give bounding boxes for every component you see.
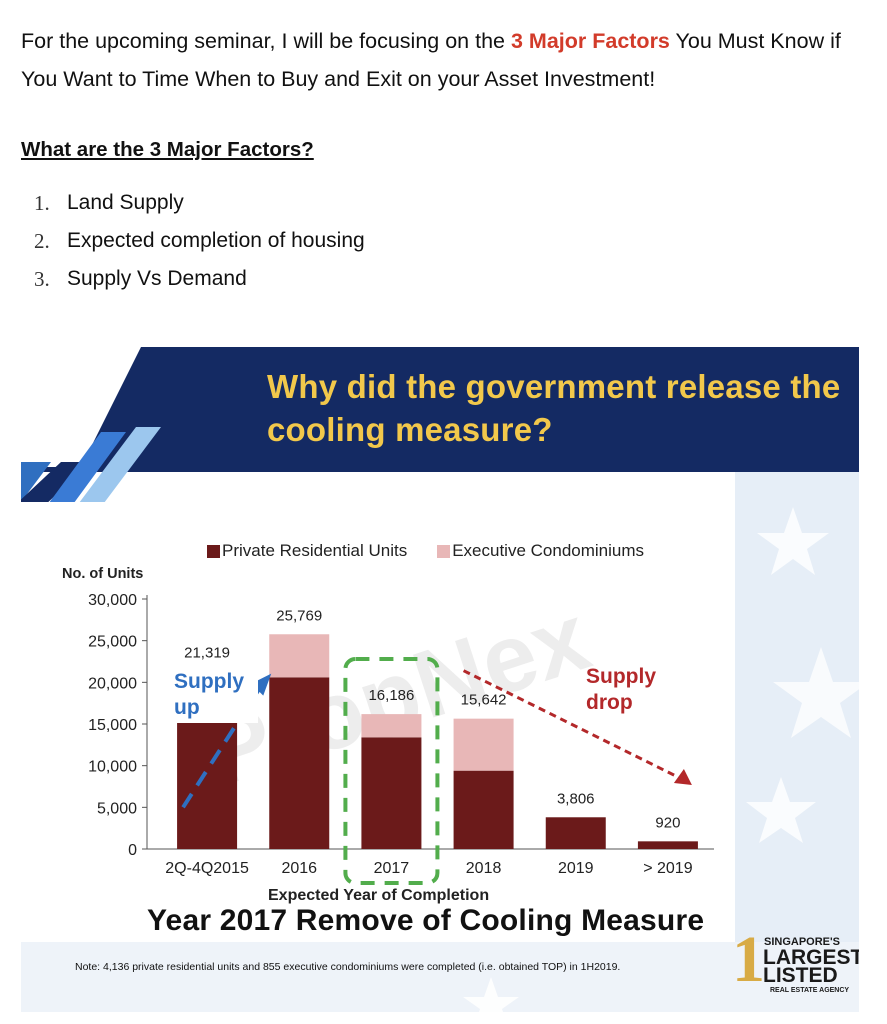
x-tick-label-2: 2017 (374, 860, 410, 877)
supply-drop-annotation: Supply drop (586, 664, 656, 716)
legend-label: Private Residential Units (222, 541, 408, 560)
chart-slide: Why did the government release the cooli… (21, 347, 859, 1012)
brand-numeral: 1 (732, 923, 765, 996)
star-panel-right (735, 472, 859, 1012)
x-tick-label-5: > 2019 (643, 860, 692, 877)
x-tick-label-3: 2018 (466, 860, 502, 877)
intro-paragraph: For the upcoming seminar, I will be focu… (21, 22, 871, 98)
bar-ec-1 (269, 634, 330, 678)
supply-drop-arrow (462, 669, 683, 781)
brand-line-1: SINGAPORE'S (764, 936, 840, 948)
star-panel-bottom (21, 942, 859, 1012)
chart-caption: Year 2017 Remove of Cooling Measure (147, 904, 705, 937)
brand-logo: 1 SINGAPORE'S LARGEST LISTED REAL ESTATE… (732, 923, 859, 997)
supply-up-arrow-head (251, 673, 272, 696)
chart-legend: Private Residential Units Executive Cond… (207, 541, 674, 561)
x-axis-label: Expected Year of Completion (268, 887, 490, 904)
legend-item-private: Private Residential Units (207, 541, 407, 561)
y-tick-label: 0 (128, 842, 137, 859)
intro-highlight: 3 Major Factors (510, 29, 670, 53)
x-tick-label-1: 2016 (281, 860, 317, 877)
x-tick-label-4: 2019 (558, 860, 594, 877)
list-item: 1. Land Supply (34, 184, 365, 222)
factors-list: 1. Land Supply 2. Expected completion of h… (34, 184, 365, 298)
stripe-decoration (21, 462, 51, 502)
intro-text-before: For the upcoming seminar, I will be focu… (21, 29, 511, 53)
intro-text-after: You Must Know if You Want to Time When t… (21, 29, 841, 91)
legend-swatch (437, 544, 451, 558)
list-label: Land Supply (67, 191, 184, 214)
data-label-4: 3,806 (557, 790, 595, 807)
list-label: Expected completion of housing (67, 229, 365, 252)
list-number: 1. (34, 191, 50, 215)
data-label-3: 15,642 (461, 692, 507, 709)
list-number: 3. (34, 267, 50, 291)
factors-heading: What are the 3 Major Factors? (21, 138, 314, 161)
brand-line-4: REAL ESTATE AGENCY (770, 987, 850, 994)
bar-private-4 (545, 817, 606, 849)
star-shape (746, 777, 816, 843)
y-tick-label: 10,000 (88, 759, 137, 776)
supply-drop-word-1: Supply (586, 665, 657, 688)
highlight-box (343, 657, 440, 885)
slide-title: Why did the government release the cooli… (267, 368, 841, 448)
brand-line-3: LISTED (763, 964, 838, 987)
star-shape (463, 977, 519, 1012)
x-tick-label-0: 2Q-4Q2015 (165, 860, 249, 877)
bar-private-5 (637, 841, 698, 849)
stripe-decoration (46, 432, 126, 507)
star-shape (757, 507, 829, 575)
y-tick-label: 5,000 (97, 800, 137, 817)
supply-up-annotation: Supply up (168, 667, 258, 723)
supply-bar-chart: PropNex 05,00010,00015,00020,00025,00030… (88, 583, 714, 885)
chart-footnote: Note: 4,136 private residential units an… (75, 961, 621, 973)
data-label-0: 21,319 (184, 644, 230, 661)
star-shape (773, 647, 859, 738)
brand-line-2: LARGEST (763, 946, 859, 969)
bar-private-2 (361, 737, 422, 849)
supply-drop-word-2: drop (586, 691, 633, 714)
slide-background (21, 347, 859, 1012)
list-label: Supply Vs Demand (67, 267, 247, 290)
list-number: 2. (34, 229, 50, 253)
list-item: 3. Supply Vs Demand (34, 260, 365, 298)
list-item: 2. Expected completion of housing (34, 222, 365, 260)
data-label-1: 25,769 (276, 607, 322, 624)
title-banner (21, 347, 859, 472)
data-label-5: 920 (655, 814, 680, 831)
y-tick-label: 15,000 (88, 717, 137, 734)
bar-ec-3 (453, 718, 514, 771)
y-axis-label: No. of Units (62, 566, 144, 582)
supply-drop-arrow-head (673, 769, 692, 785)
bar-private-3 (453, 770, 514, 849)
y-tick-label: 30,000 (88, 592, 137, 609)
bar-private-1 (269, 677, 330, 849)
bar-ec-2 (361, 714, 422, 738)
data-label-2: 16,186 (368, 687, 414, 704)
y-tick-label: 20,000 (88, 675, 137, 692)
legend-label: Executive Condominiums (452, 541, 645, 560)
legend-swatch (207, 544, 220, 558)
stripe-decoration (76, 427, 161, 507)
y-tick-label: 25,000 (88, 634, 137, 651)
legend-item-ec: Executive Condominiums (437, 541, 644, 561)
